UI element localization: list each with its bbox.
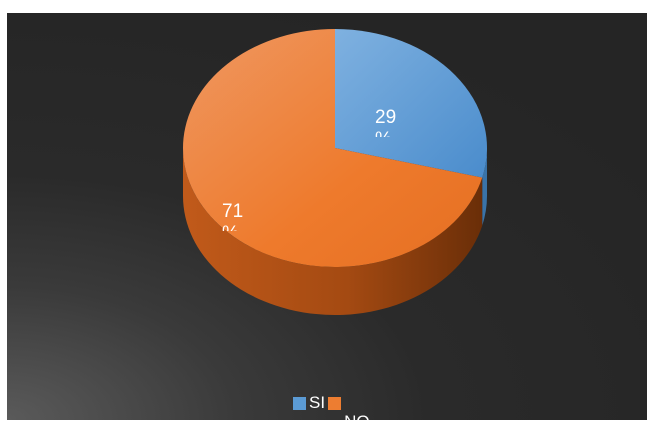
pie-chart: 29% 71%	[183, 29, 487, 316]
data-label-no: 71%	[222, 201, 243, 244]
pie-slice-si	[335, 29, 487, 178]
legend-label-no: NO	[344, 413, 370, 420]
legend-swatch-no	[328, 397, 342, 410]
legend-entry-si: SI	[293, 394, 325, 411]
legend-label-si: SI	[309, 394, 326, 412]
pie-side-si	[482, 148, 487, 226]
pie-slice-no	[183, 29, 483, 267]
legend-entry-no: NO	[328, 394, 370, 420]
pie-side-no	[183, 148, 483, 316]
chart-legend: SI NO	[293, 394, 370, 420]
chart-area: 29% 71% SI NO	[7, 13, 647, 420]
legend-swatch-si	[293, 397, 306, 410]
data-label-si: 29%	[375, 107, 396, 150]
